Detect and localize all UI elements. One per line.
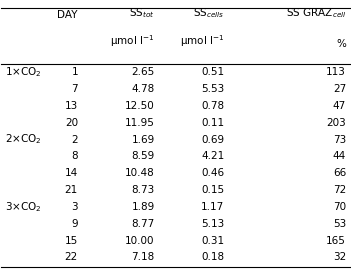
Text: 10.48: 10.48 [125,168,154,178]
Text: 11.95: 11.95 [125,118,154,128]
Text: 20: 20 [65,118,78,128]
Text: 5.53: 5.53 [201,84,224,94]
Text: 44: 44 [333,151,346,161]
Text: 2: 2 [71,134,78,144]
Text: 5.13: 5.13 [201,219,224,229]
Text: 0.51: 0.51 [201,67,224,77]
Text: 203: 203 [326,118,346,128]
Text: 70: 70 [333,202,346,212]
Text: 66: 66 [333,168,346,178]
Text: 9: 9 [71,219,78,229]
Text: 2.65: 2.65 [131,67,154,77]
Text: 0.46: 0.46 [201,168,224,178]
Text: 2×CO$_2$: 2×CO$_2$ [5,133,41,146]
Text: 0.11: 0.11 [201,118,224,128]
Text: 10.00: 10.00 [125,235,154,245]
Text: 0.15: 0.15 [201,185,224,195]
Text: 0.31: 0.31 [201,235,224,245]
Text: 3×CO$_2$: 3×CO$_2$ [5,200,41,214]
Text: 73: 73 [333,134,346,144]
Text: 8.73: 8.73 [131,185,154,195]
Text: 15: 15 [65,235,78,245]
Text: 22: 22 [65,252,78,262]
Text: 47: 47 [333,101,346,111]
Text: 72: 72 [333,185,346,195]
Text: 165: 165 [326,235,346,245]
Text: 8.59: 8.59 [131,151,154,161]
Text: 7: 7 [71,84,78,94]
Text: 12.50: 12.50 [125,101,154,111]
Text: 0.78: 0.78 [201,101,224,111]
Text: %: % [336,39,346,49]
Text: 7.18: 7.18 [131,252,154,262]
Text: 32: 32 [333,252,346,262]
Text: 0.18: 0.18 [201,252,224,262]
Text: DAY: DAY [58,10,78,20]
Text: 8.77: 8.77 [131,219,154,229]
Text: 1: 1 [71,67,78,77]
Text: 0.69: 0.69 [201,134,224,144]
Text: 1×CO$_2$: 1×CO$_2$ [5,65,41,79]
Text: 8: 8 [71,151,78,161]
Text: μmol l$^{-1}$: μmol l$^{-1}$ [110,34,154,49]
Text: SS$_{cells}$: SS$_{cells}$ [193,6,224,20]
Text: 21: 21 [65,185,78,195]
Text: μmol l$^{-1}$: μmol l$^{-1}$ [180,34,224,49]
Text: 4.78: 4.78 [131,84,154,94]
Text: 27: 27 [333,84,346,94]
Text: SS GRAZ$_{cell}$: SS GRAZ$_{cell}$ [286,6,346,20]
Text: 1.89: 1.89 [131,202,154,212]
Text: 1.17: 1.17 [201,202,224,212]
Text: SS$_{tot}$: SS$_{tot}$ [129,6,154,20]
Text: 13: 13 [65,101,78,111]
Text: 14: 14 [65,168,78,178]
Text: 4.21: 4.21 [201,151,224,161]
Text: 113: 113 [326,67,346,77]
Text: 1.69: 1.69 [131,134,154,144]
Text: 53: 53 [333,219,346,229]
Text: 3: 3 [71,202,78,212]
